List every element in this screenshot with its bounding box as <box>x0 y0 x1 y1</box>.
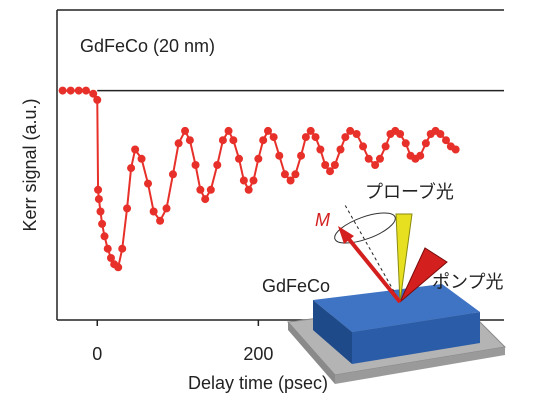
data-point <box>127 164 136 173</box>
substrate-front <box>335 347 505 384</box>
data-point <box>58 86 67 95</box>
film-top <box>313 284 480 332</box>
pump-beam <box>399 247 448 303</box>
data-point <box>442 136 451 145</box>
film-front <box>352 312 480 364</box>
data-point <box>244 185 253 194</box>
data-point <box>326 167 335 176</box>
data-point <box>297 151 306 160</box>
data-point <box>96 207 105 216</box>
data-point <box>98 219 107 228</box>
inset-diagram: M プローブ光 ポンプ光 GdFeCo <box>262 181 507 384</box>
data-point <box>118 244 127 253</box>
data-point <box>94 185 103 194</box>
data-point <box>218 136 227 145</box>
data-point <box>213 161 222 169</box>
data-point <box>144 179 153 188</box>
data-point <box>291 170 300 179</box>
data-point <box>149 207 158 216</box>
data-point <box>352 130 361 138</box>
data-point <box>224 126 233 135</box>
data-point <box>168 170 177 179</box>
x-tick-label: 200 <box>243 344 273 364</box>
data-point <box>191 161 200 169</box>
data-point <box>346 126 355 135</box>
data-point <box>341 133 350 142</box>
data-point <box>421 139 430 148</box>
data-point <box>301 133 310 142</box>
data-point <box>131 145 140 154</box>
x-axis-label: Delay time (psec) <box>188 373 328 393</box>
data-point <box>436 130 445 138</box>
data-point <box>196 185 205 194</box>
data-point <box>74 86 83 95</box>
data-point <box>396 130 405 138</box>
data-point <box>239 176 248 185</box>
data-point <box>174 139 183 148</box>
data-point <box>381 142 390 151</box>
data-point <box>181 126 190 135</box>
data-point <box>137 154 146 163</box>
data-point <box>269 133 278 142</box>
pump-label: ポンプ光 <box>432 272 503 292</box>
data-point <box>156 216 165 225</box>
y-axis-label: Kerr signal (a.u.) <box>20 98 40 231</box>
data-point <box>286 176 295 185</box>
data-point <box>114 263 123 272</box>
data-point <box>306 126 315 135</box>
m-arrow <box>346 236 402 304</box>
probe-beam <box>395 213 413 303</box>
data-point <box>330 161 339 169</box>
data-point <box>316 145 325 154</box>
data-point <box>162 204 171 213</box>
data-point <box>206 185 215 194</box>
data-point <box>93 95 102 104</box>
data-point <box>401 139 410 148</box>
data-point <box>123 204 132 213</box>
data-point <box>100 232 109 241</box>
m-arrow-head <box>338 226 354 244</box>
chart-title: GdFeCo (20 nm) <box>80 36 215 56</box>
data-point <box>235 154 244 163</box>
data-point <box>364 154 373 163</box>
data-point <box>185 136 194 145</box>
m-label: M <box>315 210 330 230</box>
film-left <box>313 300 352 364</box>
data-point <box>336 145 345 154</box>
data-point <box>94 195 103 204</box>
data-point <box>451 145 460 154</box>
data-point <box>259 136 268 145</box>
data-point <box>264 126 273 135</box>
data-point <box>229 136 238 145</box>
data-point <box>81 86 90 95</box>
probe-label: プローブ光 <box>365 181 454 202</box>
substrate-side <box>288 322 335 384</box>
data-point <box>106 254 115 262</box>
x-tick-label: 0 <box>92 344 102 364</box>
data-point <box>103 244 112 253</box>
data-point <box>89 89 98 98</box>
data-point <box>280 170 289 179</box>
sample-label: GdFeCo <box>262 276 330 296</box>
data-point <box>371 161 380 169</box>
data-point <box>275 151 284 160</box>
data-point <box>201 195 210 204</box>
precession-orbit <box>334 212 396 244</box>
data-point <box>66 86 75 95</box>
data-point <box>311 133 320 142</box>
data-point <box>249 176 258 185</box>
data-point <box>321 161 330 169</box>
data-point <box>254 154 263 163</box>
data-point <box>375 154 384 163</box>
normal-line <box>344 204 401 303</box>
data-point <box>359 142 368 151</box>
data-point <box>416 151 425 160</box>
plot-area: 0 200 <box>58 86 504 364</box>
